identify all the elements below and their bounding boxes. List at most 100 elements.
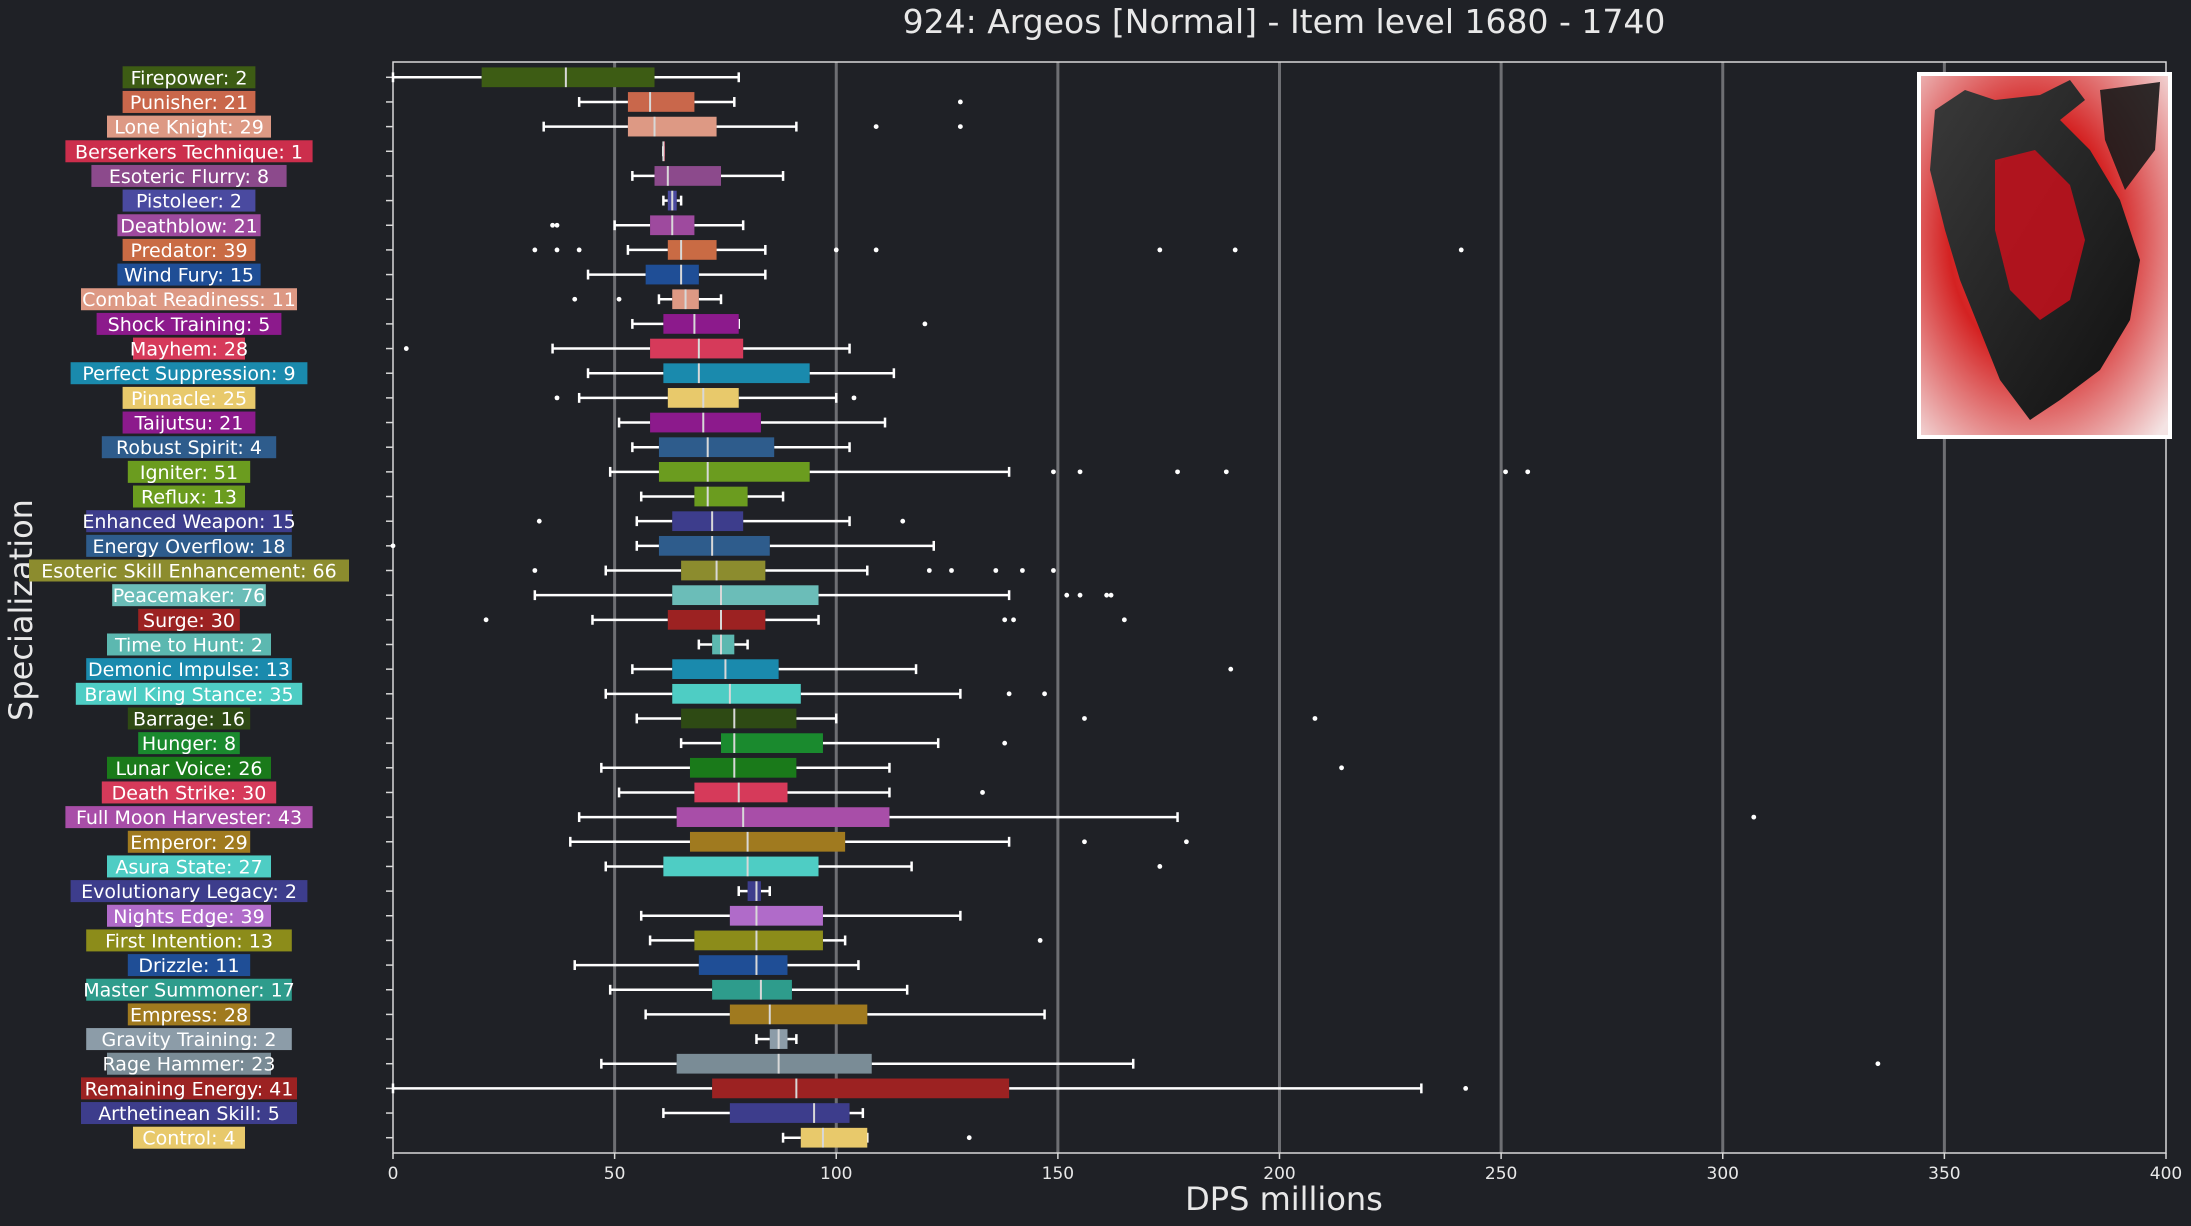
box-iqr — [627, 92, 695, 112]
category-label-text: Pistoleer: 2 — [136, 191, 242, 213]
outlier-point — [851, 395, 857, 401]
outlier-point — [576, 247, 582, 253]
category-label-text: Shock Training: 5 — [108, 314, 271, 336]
box-iqr — [729, 1004, 868, 1025]
category-label: Time to Hunt: 2 — [107, 633, 271, 656]
category-label-text: First Intention: 13 — [105, 930, 273, 952]
outlier-point — [403, 346, 409, 351]
box-iqr — [698, 955, 788, 975]
outlier-point — [1051, 469, 1056, 475]
category-label-text: Enhanced Weapon: 15 — [82, 511, 295, 533]
category-label-bg — [138, 732, 240, 755]
category-label: Robust Spirit: 4 — [101, 436, 277, 459]
box-plot — [600, 757, 1344, 778]
category-label-bg — [96, 312, 282, 335]
box-plot — [608, 462, 1531, 482]
box-iqr — [721, 733, 823, 753]
box-plot — [390, 535, 936, 556]
category-label-text: Full Moon Harvester: 43 — [76, 807, 302, 829]
category-label-text: Arthetinean Skill: 5 — [98, 1103, 280, 1125]
box-plot — [586, 363, 896, 384]
box-iqr — [676, 1053, 872, 1074]
outlier-point — [616, 296, 622, 302]
outlier-point — [957, 99, 963, 105]
category-label-text: Lone Knight: 29 — [114, 117, 264, 139]
category-label: Pistoleer: 2 — [122, 189, 256, 213]
outlier-point — [1875, 1061, 1881, 1067]
box-plot — [391, 1078, 1469, 1099]
box-iqr — [681, 708, 797, 729]
category-label: Pinnacle: 25 — [122, 386, 256, 410]
outlier-point — [554, 395, 560, 401]
box-plot — [631, 437, 851, 458]
outlier-point — [873, 124, 879, 130]
category-label-bg — [117, 263, 261, 286]
box-iqr — [672, 511, 744, 532]
box-plot — [781, 1127, 972, 1148]
box-plot — [631, 659, 1234, 680]
outlier-point — [873, 247, 879, 253]
dragon-glow — [1995, 150, 2085, 320]
box-iqr — [800, 1127, 868, 1148]
outlier-point — [1157, 864, 1163, 869]
category-label-text: Evolutionary Legacy: 2 — [81, 881, 297, 903]
box-iqr — [712, 1078, 1010, 1099]
box-plot — [604, 856, 1163, 877]
box-iqr — [694, 486, 748, 507]
box-plot — [635, 708, 1318, 729]
category-label: Igniter: 51 — [127, 460, 251, 484]
outlier-point — [922, 321, 928, 327]
outlier-point — [900, 518, 906, 524]
box-plot — [617, 412, 887, 433]
category-label-text: Combat Readiness: 11 — [82, 289, 296, 311]
category-label: Hunger: 8 — [138, 732, 240, 755]
category-label-text: Energy Overflow: 18 — [93, 536, 286, 558]
box-plot — [608, 979, 909, 1000]
category-label-text: Empress: 28 — [130, 1004, 248, 1026]
category-label-text: Perfect Suppression: 9 — [82, 363, 295, 385]
outlier-point — [926, 568, 932, 573]
category-label-text: Deathblow: 21 — [120, 215, 258, 237]
box-iqr — [747, 881, 761, 901]
box-plot — [755, 1029, 798, 1049]
category-label-bg — [107, 904, 271, 927]
outlier-point — [1082, 839, 1087, 845]
outlier-point — [966, 1135, 972, 1141]
outlier-point — [1020, 568, 1025, 573]
outlier-point — [536, 518, 542, 524]
box-plot — [577, 92, 963, 112]
category-label: Wind Fury: 15 — [117, 263, 261, 287]
category-label-text: Death Strike: 30 — [112, 782, 267, 804]
category-label: Esoteric Flurry: 8 — [91, 164, 287, 188]
category-label-bg — [101, 781, 277, 804]
category-label: Rage Hammer: 23 — [103, 1052, 275, 1076]
outlier-point — [1121, 617, 1127, 623]
box-iqr — [681, 560, 766, 581]
category-label: Mayhem: 28 — [130, 337, 248, 361]
category-label-text: Asura State: 27 — [115, 856, 262, 878]
box-iqr — [672, 683, 801, 704]
category-label-text: Reflux: 13 — [141, 487, 237, 509]
outlier-point — [1082, 716, 1087, 721]
box-iqr — [712, 634, 735, 655]
category-label-text: Berserkers Technique: 1 — [75, 141, 303, 163]
x-tick-label: 50 — [604, 1164, 626, 1184]
outlier-point — [572, 296, 578, 302]
x-tick-label: 150 — [1042, 1164, 1074, 1184]
category-label-text: Time to Hunt: 2 — [114, 634, 263, 656]
category-label-text: Lunar Voice: 26 — [115, 758, 262, 780]
category-label-bg — [101, 436, 277, 459]
category-label: Gravity Training: 2 — [86, 1028, 292, 1051]
box-plot — [679, 733, 1008, 753]
category-label: Death Strike: 30 — [101, 781, 277, 804]
box-plot — [639, 486, 785, 507]
category-label: Reflux: 13 — [133, 485, 245, 509]
category-label: Arthetinean Skill: 5 — [81, 1102, 297, 1125]
category-label-text: Barrage: 16 — [133, 708, 245, 730]
category-label-bg — [122, 411, 256, 434]
category-label: Lunar Voice: 26 — [107, 756, 271, 780]
category-label-text: Pinnacle: 25 — [131, 388, 247, 410]
outlier-point — [1108, 592, 1114, 598]
outlier-point — [957, 124, 963, 130]
